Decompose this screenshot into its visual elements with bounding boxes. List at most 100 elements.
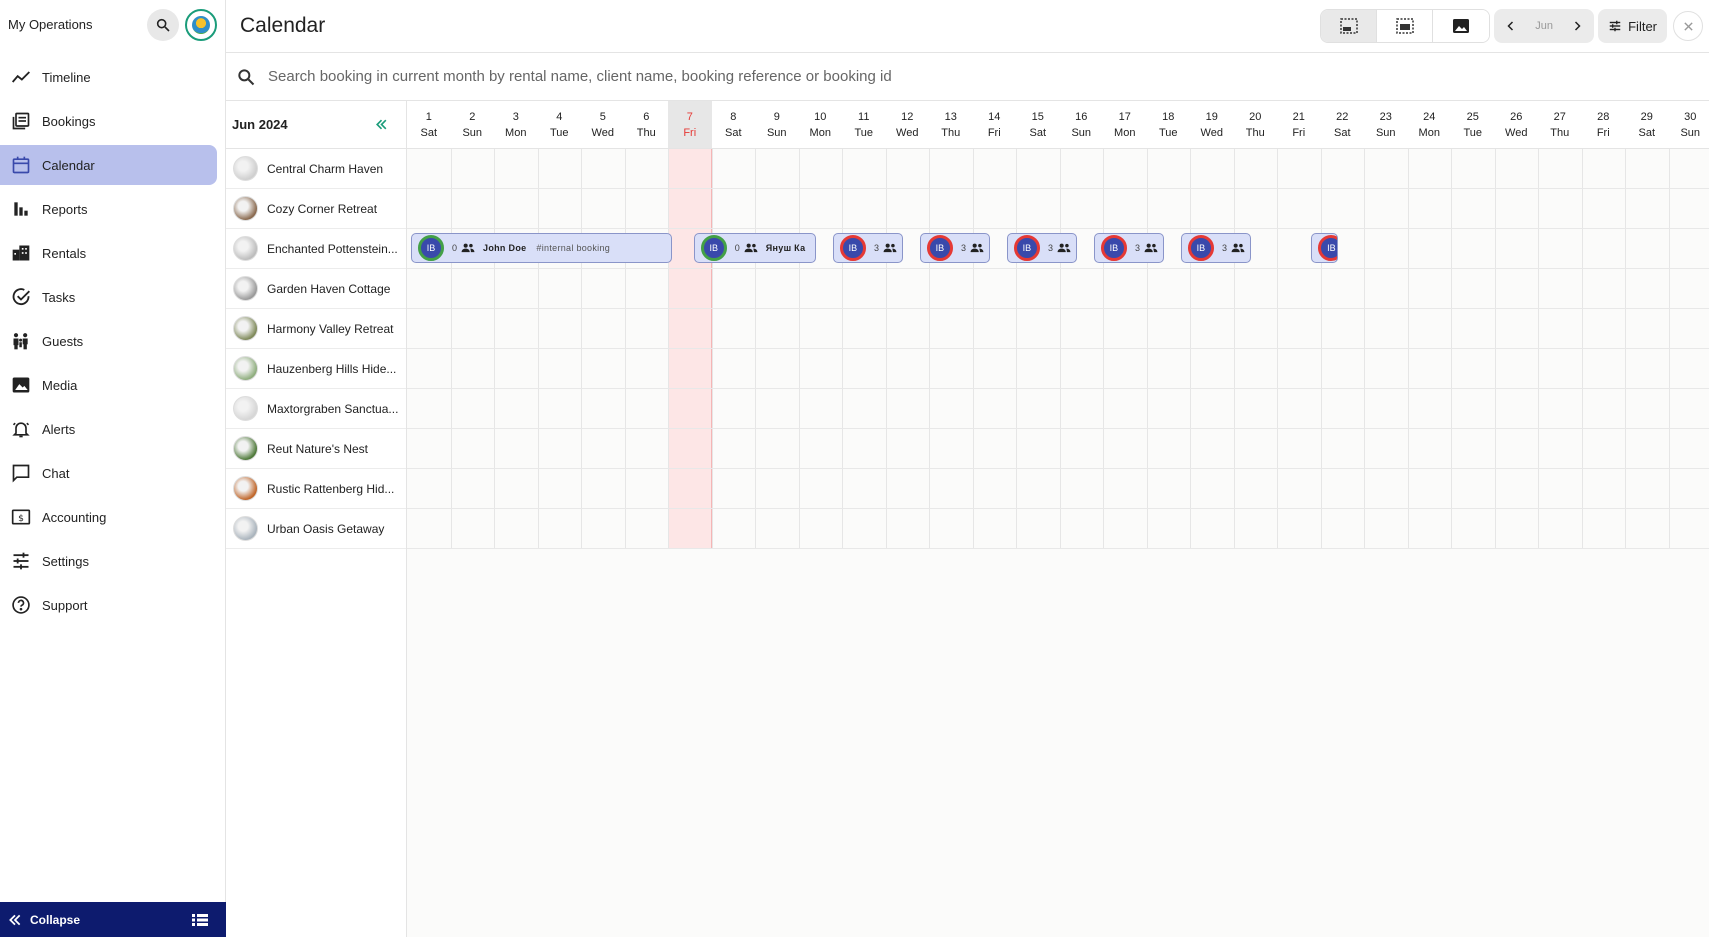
booking-bar[interactable]: IB 3 xyxy=(832,233,903,263)
day-weekday: Thu xyxy=(1245,127,1265,139)
sidebar-item-label: Reports xyxy=(42,201,88,217)
booking-search-input[interactable] xyxy=(268,68,1568,85)
rental-row[interactable]: Enchanted Pottenstein... xyxy=(226,229,406,269)
list-icon[interactable] xyxy=(192,913,208,927)
grid-row-line xyxy=(407,308,1709,309)
building-icon xyxy=(10,242,32,264)
sidebar-search-button[interactable] xyxy=(147,8,179,41)
day-number: 8 xyxy=(730,111,737,123)
day-header: 26 Wed xyxy=(1494,101,1538,149)
grid-column-line xyxy=(1451,149,1452,549)
grid-column-line xyxy=(494,149,495,549)
close-button[interactable] xyxy=(1673,11,1703,41)
day-number: 22 xyxy=(1336,111,1349,123)
guests-icon xyxy=(970,243,984,253)
day-weekday: Wed xyxy=(591,127,614,139)
booking-guest-count: 0 xyxy=(452,243,458,253)
view-medium-button[interactable] xyxy=(1377,10,1434,42)
grid-column-line xyxy=(798,149,800,549)
day-header: 11 Tue xyxy=(842,101,886,149)
booking-guest-count: 3 xyxy=(1047,243,1053,253)
day-number: 26 xyxy=(1510,111,1523,123)
rental-row[interactable]: Cozy Corner Retreat xyxy=(226,189,406,229)
rental-row[interactable]: Hauzenberg Hills Hide... xyxy=(226,349,406,389)
sidebar-item-media[interactable]: Media xyxy=(0,365,217,405)
booking-bar[interactable]: IB 3 xyxy=(919,233,990,263)
rental-row[interactable]: Reut Nature's Nest xyxy=(226,429,406,469)
sidebar-item-tasks[interactable]: Tasks xyxy=(0,277,217,317)
grid-column-line xyxy=(1146,149,1148,549)
sidebar-item-alerts[interactable]: Alerts xyxy=(0,409,217,449)
day-header: 18 Tue xyxy=(1146,101,1190,149)
rental-row[interactable]: Rustic Rattenberg Hid... xyxy=(226,469,406,509)
rental-avatar xyxy=(233,396,258,421)
booking-guest-count: 3 xyxy=(1221,243,1227,253)
booking-bar[interactable]: IB 0 Януш Ка xyxy=(693,233,816,263)
grid-column-line xyxy=(1016,149,1017,549)
day-weekday: Fri xyxy=(987,127,1001,139)
day-header: 23 Sun xyxy=(1364,101,1408,149)
grid-column-line xyxy=(624,149,626,549)
day-weekday: Sun xyxy=(1375,127,1396,139)
sidebar-item-chat[interactable]: Chat xyxy=(0,453,217,493)
sidebar-item-timeline[interactable]: Timeline xyxy=(0,57,217,97)
rental-row[interactable]: Harmony Valley Retreat xyxy=(226,309,406,349)
day-weekday: Tue xyxy=(1463,127,1483,139)
sidebar-item-accounting[interactable]: $ Accounting xyxy=(0,497,217,537)
booking-bar[interactable]: IB 3 xyxy=(1006,233,1077,263)
current-month-label[interactable]: Jun xyxy=(1535,20,1553,32)
chevron-right-icon xyxy=(1575,21,1581,31)
sidebar-item-support[interactable]: Support xyxy=(0,585,217,625)
day-weekday: Sun xyxy=(1680,127,1701,139)
grid-column-line xyxy=(1320,149,1322,549)
rental-row[interactable]: Central Charm Haven xyxy=(226,149,406,189)
day-number: 12 xyxy=(901,111,914,123)
sidebar-item-calendar[interactable]: Calendar xyxy=(0,145,217,185)
sidebar-item-bookings[interactable]: Bookings xyxy=(0,101,217,141)
grid-column-line xyxy=(1059,149,1061,549)
view-compact-button[interactable] xyxy=(1321,10,1378,42)
view-image-button[interactable] xyxy=(1433,10,1490,42)
rental-row[interactable]: Urban Oasis Getaway xyxy=(226,509,406,549)
guests-icon xyxy=(461,243,475,253)
rental-avatar xyxy=(233,516,258,541)
next-month-button[interactable] xyxy=(1566,20,1588,32)
today-column xyxy=(668,149,712,549)
day-weekday: Tue xyxy=(1158,127,1178,139)
bell-icon xyxy=(10,418,32,440)
double-chevron-left-icon[interactable] xyxy=(375,118,388,131)
sidebar-item-label: Support xyxy=(42,597,88,613)
prev-month-button[interactable] xyxy=(1500,20,1522,32)
svg-text:$: $ xyxy=(18,513,24,524)
grid-column-line xyxy=(1494,149,1496,549)
filter-button[interactable]: Filter xyxy=(1598,9,1667,43)
grid-row-line xyxy=(407,388,1709,389)
sidebar-nav: Timeline Bookings Calendar Reports Rentals Ta… xyxy=(0,57,225,625)
sidebar-item-label: Guests xyxy=(42,333,84,349)
company-logo[interactable] xyxy=(185,8,217,41)
collapse-bar[interactable]: Collapse xyxy=(0,902,226,937)
rental-row[interactable]: Garden Haven Cottage xyxy=(226,269,406,309)
day-header: 5 Wed xyxy=(581,101,625,149)
sidebar-item-guests[interactable]: Guests xyxy=(0,321,217,361)
grid-row-line xyxy=(407,508,1709,509)
sidebar-item-settings[interactable]: Settings xyxy=(0,541,217,581)
double-chevron-left-icon xyxy=(9,914,21,925)
booking-bar[interactable]: IB 0 John Doe #internal booking xyxy=(411,233,672,263)
day-header: 22 Sat xyxy=(1320,101,1364,149)
rental-row[interactable]: Maxtorgraben Sanctua... xyxy=(226,389,406,429)
day-header: 27 Thu xyxy=(1538,101,1582,149)
compact-view-icon xyxy=(1339,18,1358,34)
day-header: 28 Fri xyxy=(1581,101,1625,149)
image-icon xyxy=(10,374,32,396)
workspace-title: My Operations xyxy=(8,17,93,32)
booking-bar[interactable]: IB 3 xyxy=(1180,233,1251,263)
booking-bar[interactable]: IB 3 xyxy=(1093,233,1164,263)
sidebar-item-reports[interactable]: Reports xyxy=(0,189,217,229)
sidebar-item-rentals[interactable]: Rentals xyxy=(0,233,217,273)
image-icon xyxy=(1453,19,1470,33)
collapse-label: Collapse xyxy=(30,912,81,927)
booking-bar[interactable]: IB xyxy=(1311,233,1338,263)
rental-avatar xyxy=(233,476,258,501)
search-icon xyxy=(156,18,170,32)
